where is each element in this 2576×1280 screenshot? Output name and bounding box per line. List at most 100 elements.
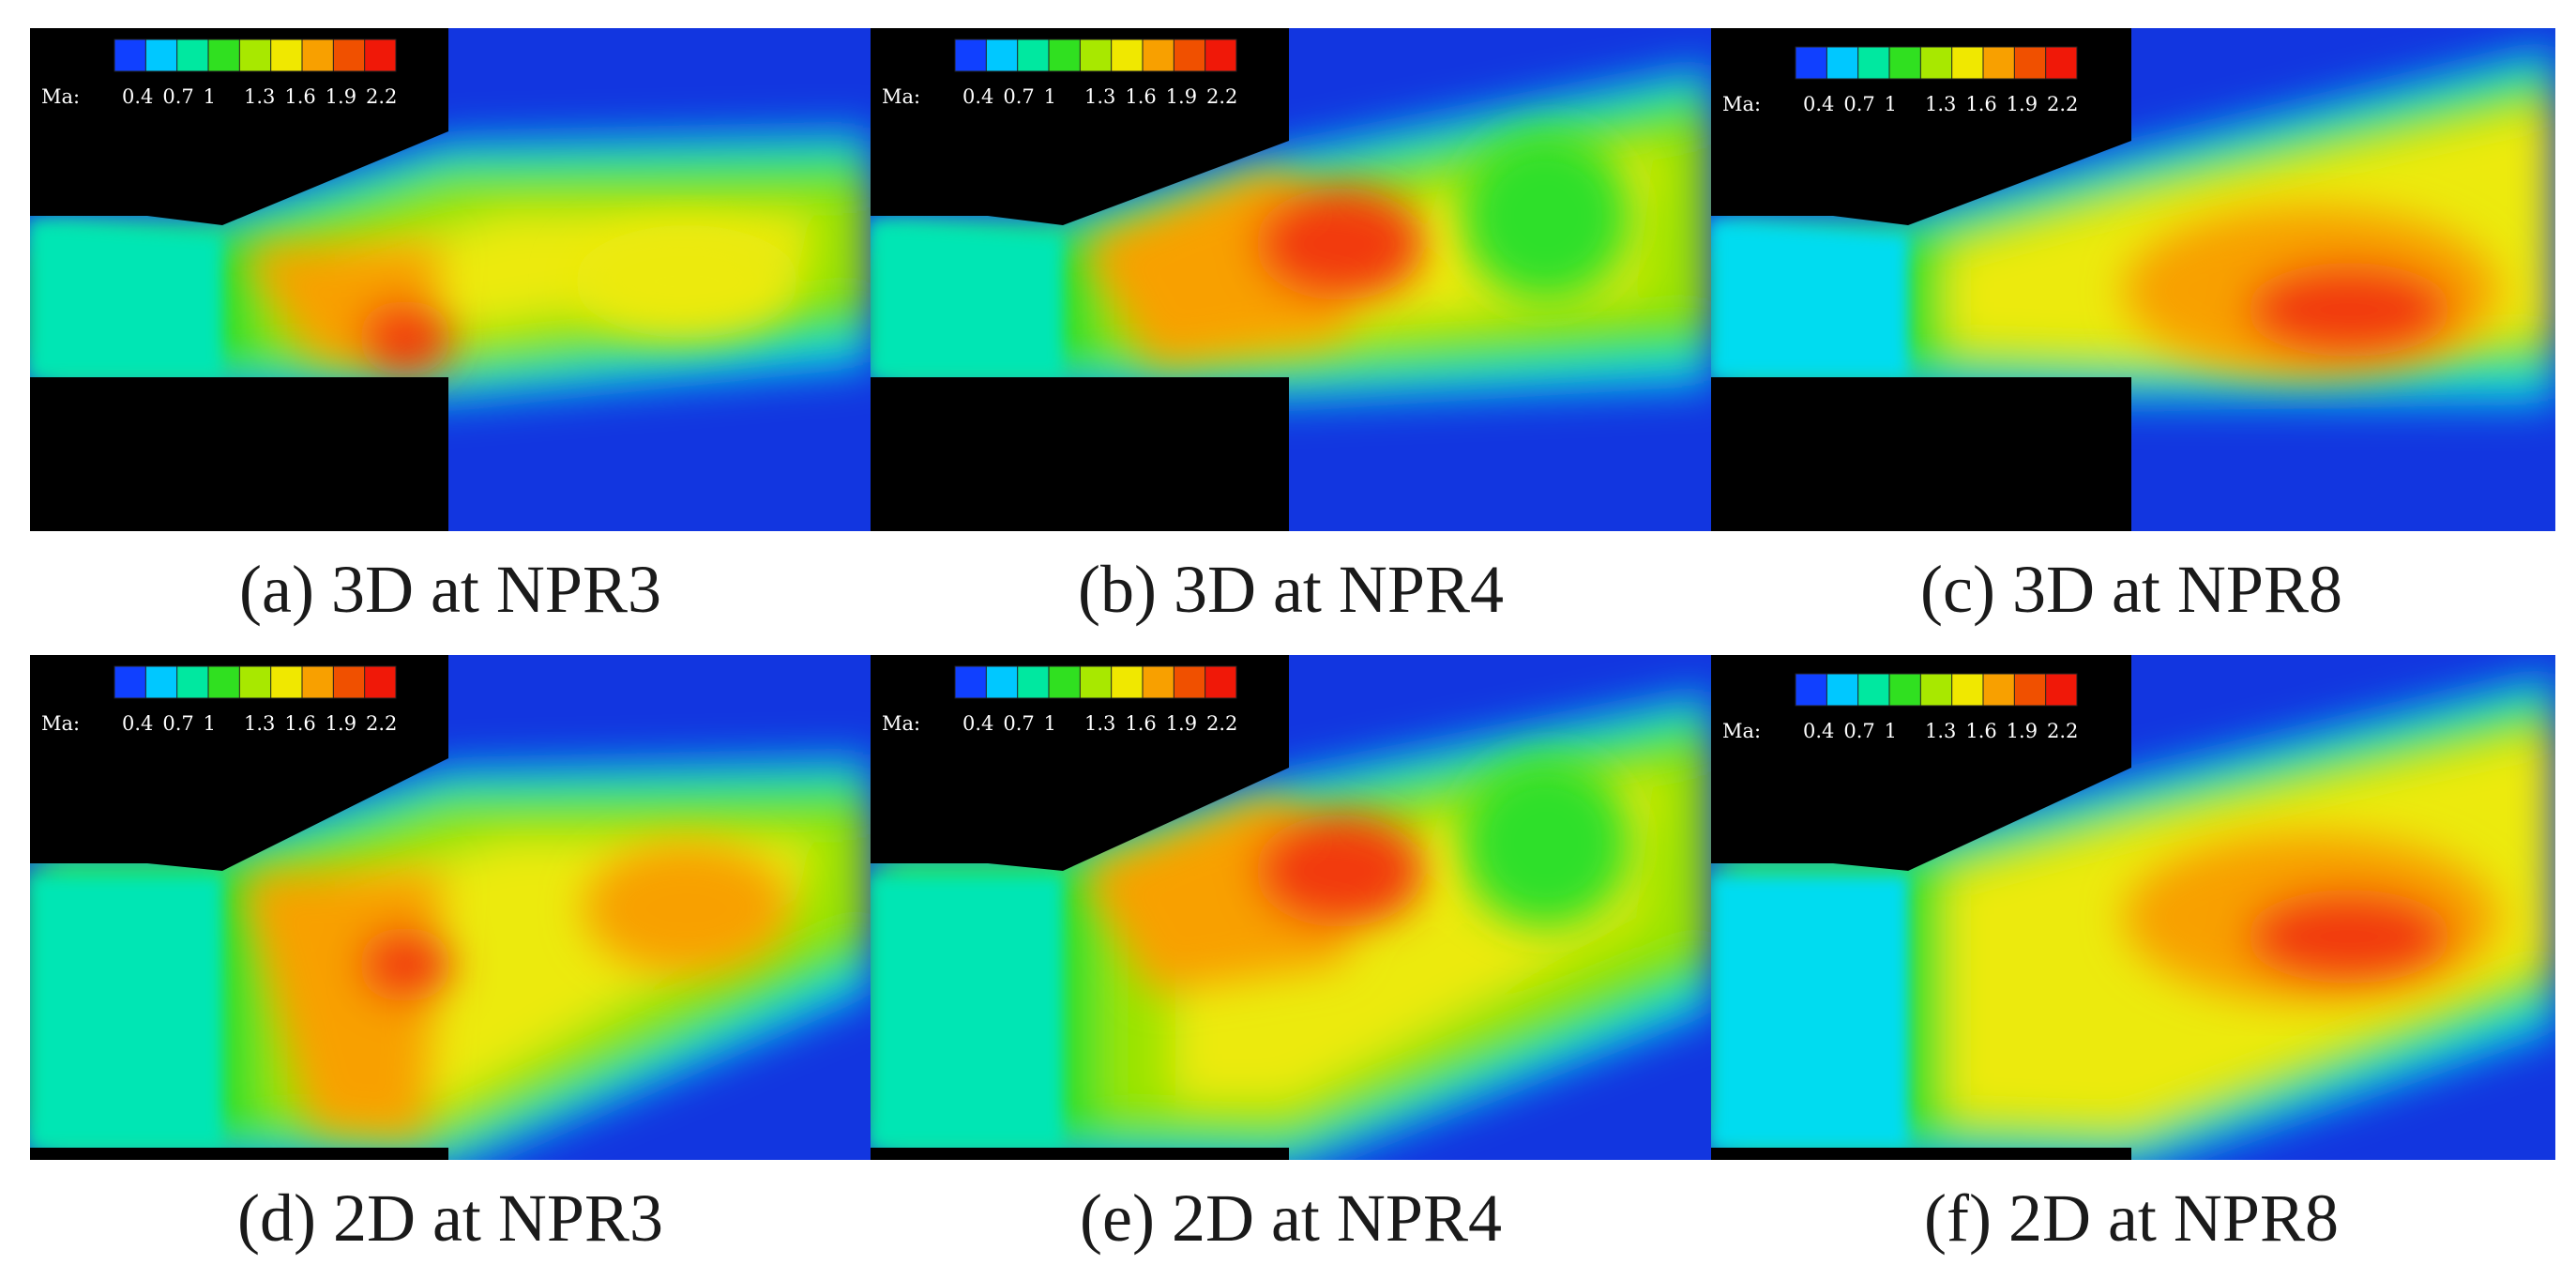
colorbar-tick-label: 2.2 [2047,93,2078,115]
colorbar-swatch [176,39,209,71]
colorbar-swatch [145,39,178,71]
colorbar-tick-label: 0.4 [1803,720,1834,742]
colorbar-tick-label: 0.7 [1003,85,1034,108]
colorbar-tick-label: 0.4 [962,85,993,108]
colorbar-swatch [1857,47,1890,79]
colorbar-tick-label: 0.4 [122,712,153,735]
colorbar-tick-label: 1.6 [284,712,315,735]
colorbar-swatch [1111,39,1144,71]
colorbar-tick-label: 0.7 [1843,720,1874,742]
colorbar-swatch [1174,666,1206,698]
colorbar-tick-label: 1.3 [1925,720,1956,742]
colorbar-swatch [239,666,272,698]
contour-panel-f: Ma: 0.4 0.7 1 1.3 1.6 1.9 2.2 [1711,655,2555,1160]
colorbar-swatch [1826,674,1859,706]
colorbar-swatch [955,666,987,698]
colorbar-tick-label: 2.2 [366,712,397,735]
caption-c: (c) 3D at NPR8 [1920,552,2342,627]
colorbar-swatch [2045,47,2078,79]
colorbar-swatch [1857,674,1890,706]
colorbar-tick-label: 0.7 [162,712,193,735]
colorbar-swatch [1080,39,1113,71]
colorbar-tick-label: 1.3 [244,85,275,108]
colorbar-tick-label: 0.7 [1843,93,1874,115]
colorbar-tick-label: 0.4 [1803,93,1834,115]
colorbar-tick-label: 1 [1885,720,1897,742]
caption-a: (a) 3D at NPR3 [239,552,661,627]
contour-panel-b: Ma: 0.4 0.7 1 1.3 1.6 1.9 2.2 [871,28,1711,531]
colorbar-swatch [1889,47,1921,79]
colorbar-tick-label: 2.2 [366,85,397,108]
colorbar-swatch [302,39,334,71]
colorbar-swatch [364,666,397,698]
colorbar-tick-label: 0.4 [122,85,153,108]
colorbar-tick-label: 2.2 [1206,85,1237,108]
colorbar-swatch [114,666,146,698]
colorbar-swatch [1796,47,1827,79]
colorbar-tick-label: 1 [204,712,216,735]
colorbar-label: Ma: [1722,93,1761,115]
colorbar-swatch [2045,674,2078,706]
colorbar-swatch [239,39,272,71]
colorbar-tick-label: 1.6 [1965,93,1996,115]
colorbar-swatch [302,666,334,698]
colorbar-tick-label: 0.7 [1003,712,1034,735]
colorbar-label: Ma: [882,85,920,108]
contour-panel-e: Ma: 0.4 0.7 1 1.3 1.6 1.9 2.2 [871,655,1711,1160]
contour-panel-d: Ma: 0.4 0.7 1 1.3 1.6 1.9 2.2 [30,655,871,1160]
colorbar-swatch [1080,666,1113,698]
colorbar-swatch [208,666,240,698]
colorbar-tick-label: 1.3 [1925,93,1956,115]
colorbar-swatch [1951,674,1984,706]
colorbar-swatch [208,39,240,71]
colorbar-swatch [1920,674,1953,706]
colorbar-tick-label: 1 [1885,93,1897,115]
colorbar-swatch [1017,666,1050,698]
colorbar-swatch [1049,39,1081,71]
colorbar-swatch [1143,39,1174,71]
colorbar-swatch [2014,674,2047,706]
colorbar-tick-label: 1.6 [284,85,315,108]
colorbar-swatch [1951,47,1984,79]
caption-f: (f) 2D at NPR8 [1924,1181,2339,1256]
colorbar-tick-label: 2.2 [1206,712,1237,735]
colorbar-swatch [1143,666,1174,698]
colorbar-swatch [1983,674,2015,706]
contour-panel-c: Ma: 0.4 0.7 1 1.3 1.6 1.9 2.2 [1711,28,2555,531]
colorbar-swatch [364,39,397,71]
colorbar-swatch [114,39,146,71]
colorbar-tick-label: 1.3 [1084,85,1115,108]
colorbar-swatch [955,39,987,71]
colorbar-swatch [176,666,209,698]
colorbar-swatch [1174,39,1206,71]
colorbar-swatch [270,666,303,698]
colorbar-tick-label: 1.9 [1166,712,1197,735]
colorbar-tick-label: 1.9 [326,85,356,108]
colorbar-swatch [1983,47,2015,79]
colorbar-tick-label: 1.9 [2007,93,2038,115]
colorbar-tick-label: 1 [1044,712,1056,735]
colorbar-tick-label: 1.6 [1125,85,1156,108]
colorbar-tick-label: 1.9 [326,712,356,735]
colorbar-swatch [333,666,366,698]
colorbar-swatch [1111,666,1144,698]
colorbar-tick-label: 1.9 [1166,85,1197,108]
caption-e: (e) 2D at NPR4 [1080,1181,1502,1256]
colorbar-label: Ma: [1722,720,1761,742]
colorbar-swatch [986,39,1019,71]
colorbar-tick-label: 0.7 [162,85,193,108]
colorbar-swatch [2014,47,2047,79]
colorbar-swatch [1205,39,1237,71]
colorbar-swatch [1017,39,1050,71]
colorbar-swatch [1205,666,1237,698]
contour-panel-a: Ma: 0.4 0.7 1 1.3 1.6 1.9 2.2 [30,28,871,531]
colorbar-tick-label: 1 [1044,85,1056,108]
colorbar-swatch [333,39,366,71]
colorbar-swatch [1826,47,1859,79]
colorbar-tick-label: 0.4 [962,712,993,735]
colorbar-swatch [1920,47,1953,79]
colorbar-label: Ma: [882,712,920,735]
colorbar-tick-label: 2.2 [2047,720,2078,742]
colorbar-swatch [986,666,1019,698]
caption-b: (b) 3D at NPR4 [1078,552,1504,627]
